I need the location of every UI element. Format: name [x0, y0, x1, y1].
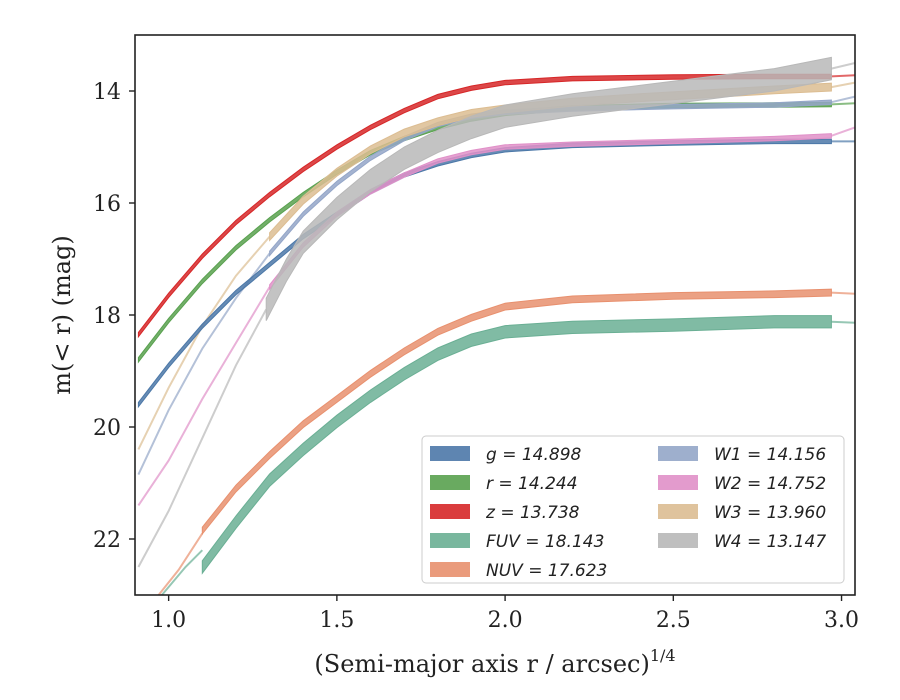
- y-axis-ticks: 14 16 18 20 22: [93, 80, 135, 553]
- series-z-extrapolation: [831, 74, 856, 78]
- legend-swatch-W1: [658, 446, 698, 461]
- legend-label-FUV: FUV = 18.143: [486, 532, 604, 552]
- series-W2-extrapolation: [137, 286, 271, 506]
- legend-swatch-z: [430, 504, 470, 519]
- series-W2-extrapolation: [831, 126, 856, 137]
- legend-swatch-r: [430, 475, 470, 490]
- y-tick-label: 16: [93, 192, 121, 217]
- series-W4-extrapolation: [137, 308, 268, 568]
- series-W3-band: [269, 82, 832, 242]
- y-tick-label: 22: [93, 528, 121, 553]
- series-W1-extrapolation: [831, 95, 856, 104]
- series-g-band: [137, 138, 832, 409]
- series-W4-band: [265, 56, 832, 321]
- legend-label-z: z = 13.738: [485, 503, 580, 523]
- legend-box: [421, 435, 845, 584]
- legend-swatch-W4: [658, 533, 698, 548]
- series-W3-extrapolation: [831, 81, 856, 89]
- legend-swatch-FUV: [430, 533, 470, 548]
- series-W2-band: [269, 133, 832, 291]
- x-axis-label-exponent: 1/4: [650, 646, 676, 665]
- legend-swatch-W3: [658, 504, 698, 519]
- x-axis-label: (Semi-major axis r / arcsec)1/4: [314, 646, 675, 678]
- legend-label-NUV: NUV = 17.623: [486, 561, 607, 581]
- legend: g = 14.898 r = 14.244 z = 13.738 FUV = 18.1…: [421, 435, 845, 584]
- series-W3-extrapolation: [137, 235, 271, 450]
- legend-swatch-NUV: [430, 562, 470, 577]
- x-tick-label: 1.5: [319, 608, 354, 633]
- legend-label-W4: W4 = 13.147: [714, 532, 826, 552]
- series-W1-band: [269, 99, 832, 257]
- extrapolation-lines: [137, 62, 856, 596]
- legend-label-W3: W3 = 13.960: [714, 503, 826, 523]
- legend-label-W1: W1 = 14.156: [714, 445, 826, 465]
- x-tick-label: 2.0: [488, 608, 523, 633]
- series-FUV-band: [201, 315, 832, 575]
- series-W4-extrapolation: [831, 62, 856, 70]
- legend-label-g: g = 14.898: [486, 445, 582, 465]
- series-r-extrapolation: [831, 102, 856, 106]
- legend-label-W2: W2 = 14.752: [714, 474, 826, 494]
- x-tick-label: 3.0: [824, 608, 859, 633]
- legend-items: g = 14.898 r = 14.244 z = 13.738 FUV = 18.1…: [430, 445, 826, 581]
- legend-swatch-g: [430, 446, 470, 461]
- x-tick-label: 2.5: [656, 608, 691, 633]
- y-tick-label: 20: [93, 416, 121, 441]
- series-NUV-extrapolation: [157, 532, 204, 596]
- y-tick-label: 14: [93, 80, 121, 105]
- series-r-band: [137, 101, 832, 364]
- x-axis-ticks: 1.0 1.5 2.0 2.5 3.0: [151, 595, 859, 633]
- series-NUV-band: [201, 288, 832, 536]
- series-bands: [137, 56, 832, 575]
- series-FUV-extrapolation: [161, 549, 204, 596]
- series-NUV-extrapolation: [831, 291, 856, 295]
- x-tick-label: 1.0: [151, 608, 186, 633]
- legend-swatch-W2: [658, 475, 698, 490]
- x-axis-label-main: (Semi-major axis r / arcsec): [314, 650, 649, 678]
- legend-label-r: r = 14.244: [486, 474, 578, 494]
- series-FUV-extrapolation: [831, 320, 856, 324]
- y-axis-label: m(< r) (mag): [48, 235, 76, 394]
- series-W1-extrapolation: [137, 252, 271, 476]
- y-tick-label: 18: [93, 304, 121, 329]
